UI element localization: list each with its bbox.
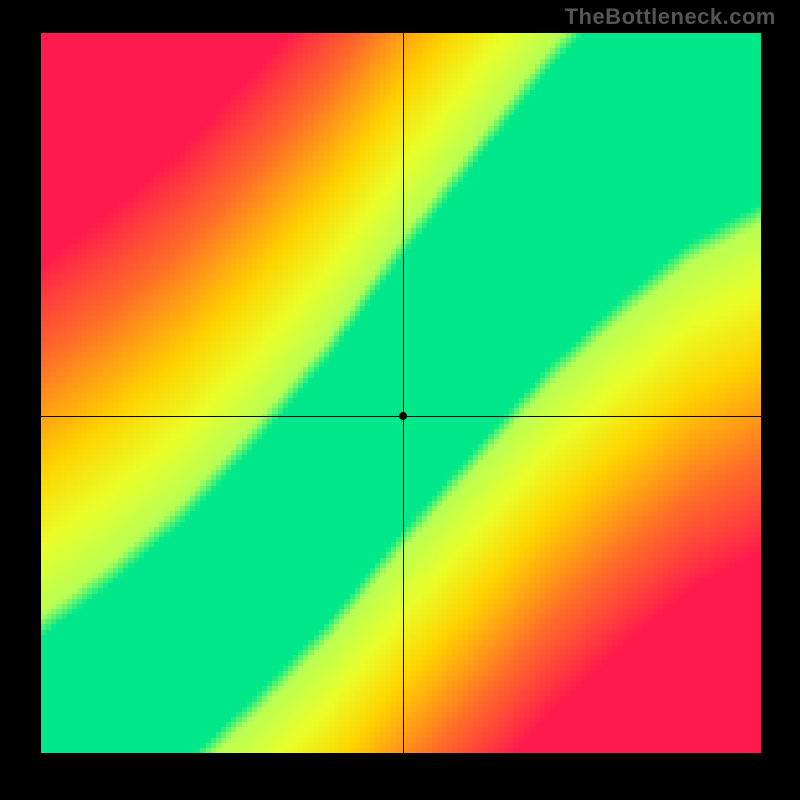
selected-point-marker [399,412,407,420]
crosshair-vertical [403,33,404,753]
bottleneck-heatmap [41,33,761,753]
watermark-text: TheBottleneck.com [565,4,776,30]
